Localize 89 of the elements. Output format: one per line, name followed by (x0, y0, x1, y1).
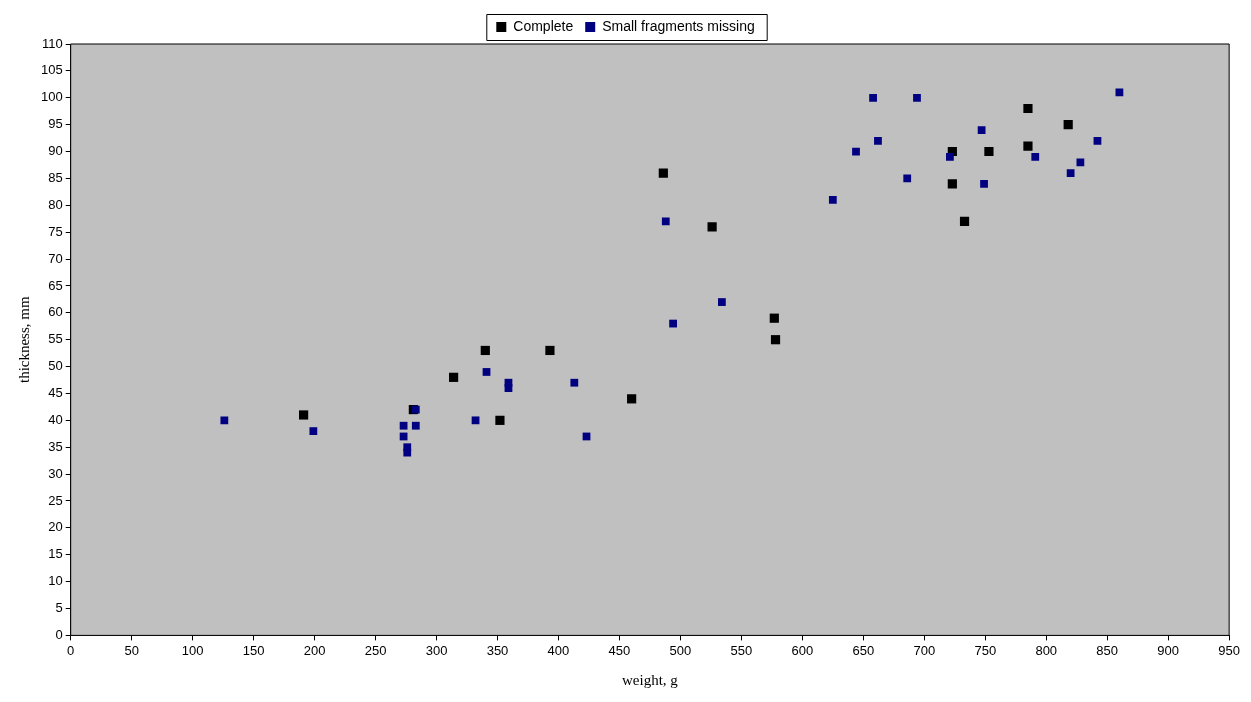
y-tick-label: 95 (48, 116, 63, 132)
point (627, 394, 637, 404)
point (707, 222, 717, 232)
x-tick-label: 700 (913, 642, 936, 658)
point (482, 368, 491, 376)
y-tick-label: 65 (48, 277, 63, 293)
point (959, 216, 970, 227)
x-tick-label: 850 (1096, 642, 1119, 658)
y-tick-label: 45 (48, 385, 63, 401)
x-tick-label: 650 (852, 642, 875, 658)
point (1063, 120, 1073, 130)
point (669, 319, 677, 328)
point (399, 421, 408, 430)
point (545, 345, 555, 356)
point (299, 410, 309, 420)
y-tick-label: 40 (48, 411, 63, 427)
point (770, 335, 781, 345)
point (495, 415, 505, 425)
x-tick-label: 750 (974, 642, 997, 658)
point (980, 179, 988, 188)
x-tick-label: 450 (608, 642, 631, 658)
point (977, 126, 986, 134)
point (869, 93, 877, 102)
x-tick-label: 950 (1218, 642, 1241, 658)
y-tick-label: 80 (48, 196, 63, 212)
point (471, 416, 480, 425)
point (984, 146, 994, 157)
y-tick-label: 70 (48, 250, 63, 266)
y-tick-label: 30 (48, 465, 63, 481)
legend-label: Small fragments missing (602, 17, 755, 34)
y-tick-label: 10 (48, 573, 63, 589)
y-tick-label: 110 (41, 35, 63, 51)
point (769, 313, 779, 323)
x-tick-label: 250 (364, 642, 387, 658)
y-tick-label: 100 (40, 89, 63, 105)
point (946, 153, 954, 161)
y-tick-label: 60 (48, 304, 63, 320)
point (913, 93, 921, 102)
x-tick-label: 600 (791, 642, 814, 658)
point (1023, 103, 1033, 114)
point (903, 174, 912, 183)
x-tick-label: 500 (669, 642, 692, 658)
x-tick-label: 150 (242, 642, 265, 658)
x-tick-label: 200 (303, 642, 326, 658)
x-tick-label: 0 (67, 642, 75, 658)
y-axis-title: thickness, mm (15, 296, 32, 384)
point (1076, 158, 1085, 167)
y-tick-label: 90 (48, 143, 63, 159)
point (661, 217, 670, 226)
point (449, 372, 459, 382)
y-tick-label: 105 (40, 62, 63, 78)
point (480, 345, 490, 356)
x-tick-label: 400 (547, 642, 570, 658)
point (1023, 141, 1033, 151)
point (504, 384, 513, 392)
point (947, 179, 957, 189)
point (309, 427, 318, 435)
point (658, 168, 668, 178)
point (717, 298, 726, 306)
x-tick-label: 300 (425, 642, 448, 658)
x-tick-label: 550 (730, 642, 753, 658)
y-tick-label: 55 (48, 331, 63, 347)
point (220, 416, 229, 425)
point (1093, 136, 1102, 145)
point (1031, 153, 1040, 161)
x-axis-title: weight, g (622, 671, 679, 688)
point (1066, 169, 1075, 177)
x-tick-label: 50 (124, 642, 139, 658)
point (852, 147, 860, 156)
point (403, 448, 412, 457)
y-tick-label: 35 (48, 438, 63, 454)
y-tick-label: 50 (48, 358, 63, 374)
legend-label: Complete (513, 17, 574, 34)
x-tick-label: 100 (181, 642, 204, 658)
y-tick-label: 25 (48, 492, 63, 508)
x-tick-label: 350 (486, 642, 509, 658)
y-tick-label: 75 (48, 223, 63, 239)
x-tick-label: 900 (1157, 642, 1180, 658)
y-tick-label: 5 (55, 600, 63, 616)
y-tick-label: 85 (48, 169, 63, 185)
x-tick-label: 800 (1035, 642, 1058, 658)
point (570, 378, 579, 387)
y-tick-label: 0 (55, 626, 63, 642)
y-tick-label: 20 (48, 519, 63, 535)
point (828, 196, 837, 204)
point (411, 421, 420, 430)
y-tick-label: 15 (48, 546, 63, 562)
point (874, 136, 882, 145)
point (1115, 88, 1124, 97)
